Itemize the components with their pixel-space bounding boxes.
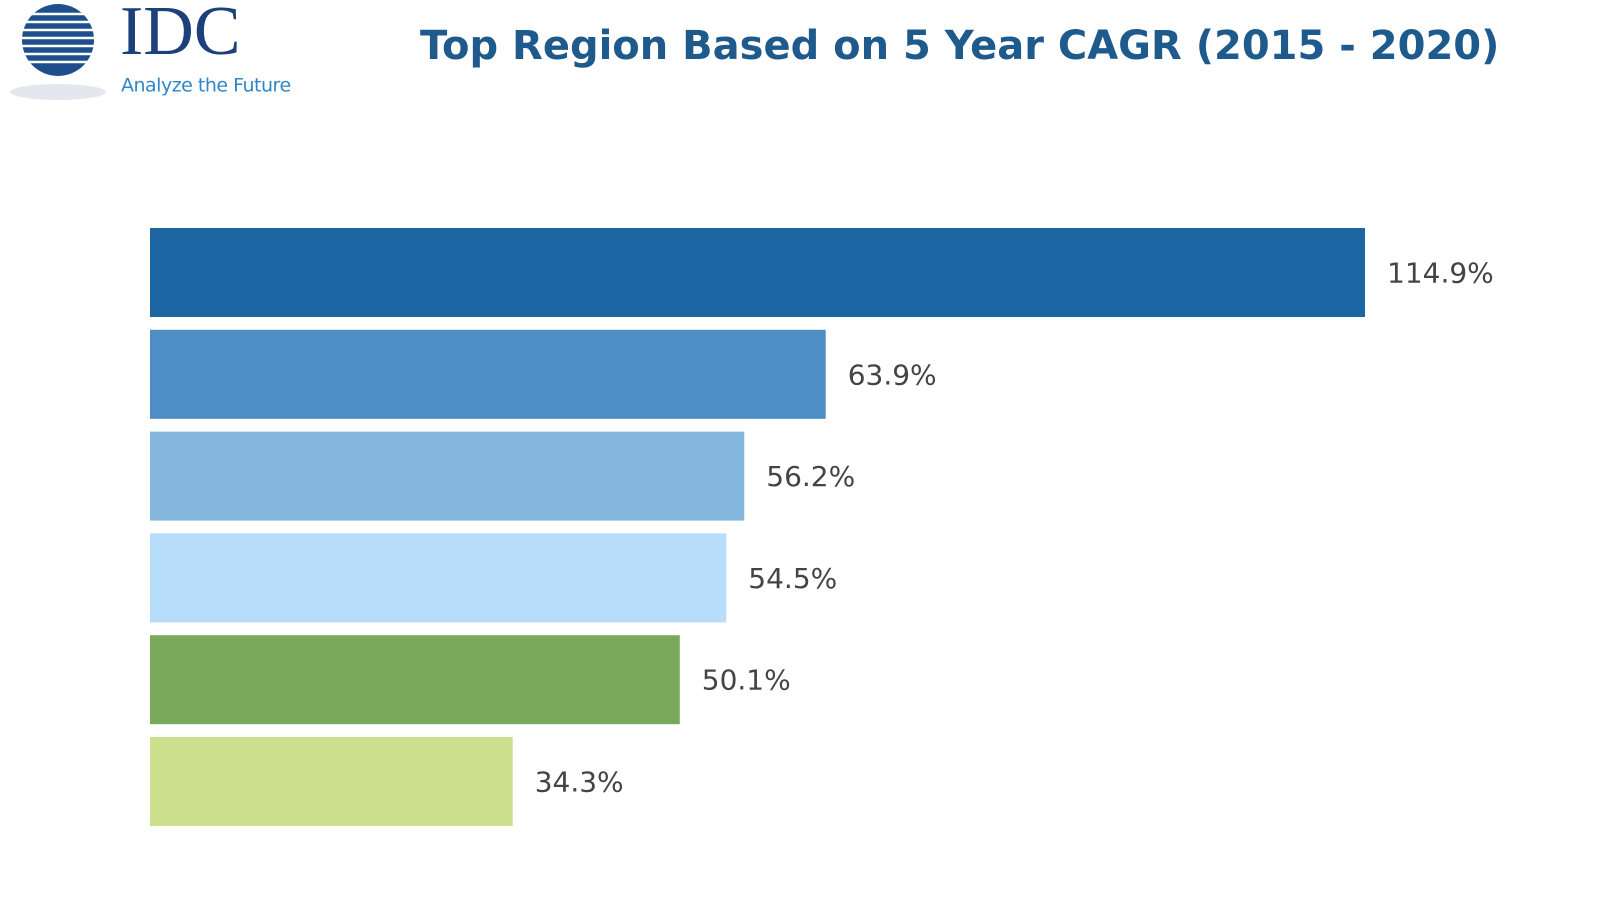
value-label: 34.3% (535, 766, 624, 799)
logo-text: IDC (120, 0, 241, 70)
bar (150, 635, 680, 725)
value-label: 114.9% (1387, 257, 1494, 290)
bar (150, 737, 513, 826)
value-label: 54.5% (748, 562, 837, 595)
logo-shadow (10, 84, 106, 100)
bar (150, 329, 826, 419)
bar (150, 228, 1365, 317)
value-label: 56.2% (766, 460, 855, 493)
chart-title: Top Region Based on 5 Year CAGR (2015 - … (420, 23, 1499, 69)
logo-stripes (4, 12, 112, 64)
bar (150, 431, 745, 521)
value-label: 50.1% (702, 664, 791, 697)
value-label: 63.9% (848, 358, 937, 391)
logo: IDC Analyze the Future (4, 0, 291, 100)
logo-tagline: Analyze the Future (121, 75, 291, 97)
bar (150, 533, 727, 623)
